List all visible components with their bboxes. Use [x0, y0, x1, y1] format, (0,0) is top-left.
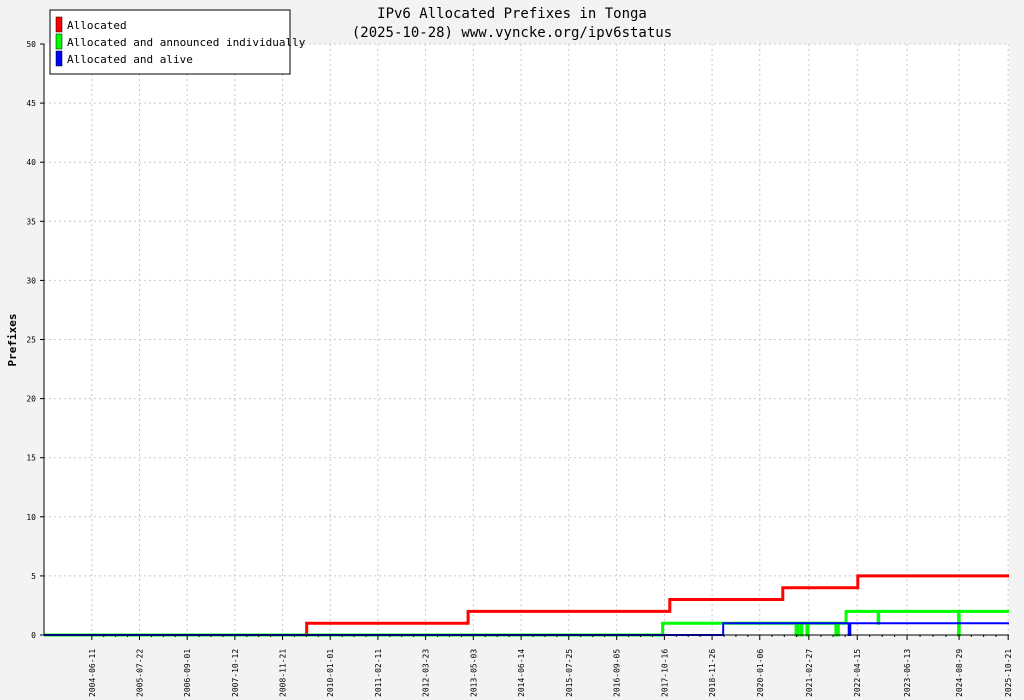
legend: Allocated Allocated and announced indivi…: [49, 9, 306, 75]
x-tick-label: 2024-08-29: [955, 649, 964, 697]
chart-title: IPv6 Allocated Prefixes in Tonga: [377, 6, 647, 22]
x-tick-label: 2005-07-22: [135, 649, 144, 697]
x-tick-label: 2014-06-14: [517, 649, 526, 697]
x-tick-label: 2018-11-26: [708, 649, 717, 697]
x-tick-label: 2008-11-21: [279, 649, 288, 697]
legend-swatch-announced: [55, 33, 63, 50]
x-tick-label: 2006-09-01: [183, 649, 192, 697]
x-tick-label: 2010-01-01: [326, 649, 335, 697]
y-tick-label: 30: [26, 276, 36, 285]
y-tick-label: 45: [26, 99, 36, 108]
legend-label-allocated: Allocated: [67, 19, 127, 32]
x-tick-label: 2004-06-11: [88, 649, 97, 697]
x-tick-label: 2007-10-12: [231, 649, 240, 697]
series-line-allocated-and-alive: [44, 622, 1009, 636]
y-tick-label: 25: [26, 336, 36, 345]
y-tick-label: 0: [31, 631, 36, 640]
x-tick-label: 2012-03-23: [422, 649, 431, 697]
y-tick-label: 20: [26, 395, 36, 404]
y-tick-label: 35: [26, 217, 36, 226]
x-tick-label: 2016-09-05: [613, 649, 622, 697]
x-tick-label: 2025-10-21: [1004, 649, 1013, 697]
x-tick-label: 2020-01-06: [756, 649, 765, 697]
x-tick-label: 2017-10-16: [660, 649, 669, 697]
x-tick-label: 2013-05-03: [469, 649, 478, 697]
series-line-allocated: [44, 574, 1009, 637]
legend-label-announced: Allocated and announced individually: [67, 36, 306, 49]
x-tick-label: 2021-02-27: [805, 649, 814, 697]
y-tick-label: 5: [31, 572, 36, 581]
x-tick-label: 2011-02-11: [374, 649, 383, 697]
y-axis-label: Prefixes: [6, 314, 19, 367]
x-ticks: 2004-06-11 2005-07-22 2006-09-01 2007-10-12…: [88, 635, 1013, 697]
x-tick-label: 2023-06-13: [903, 649, 912, 697]
y-tick-label: 10: [26, 513, 36, 522]
y-ticks: 0 5 10 15 20 25 30 35 40 45 50: [26, 40, 44, 640]
legend-swatch-allocated: [55, 16, 63, 33]
x-tick-label: 2022-04-15: [853, 649, 862, 697]
x-tick-label: 2015-07-25: [565, 649, 574, 697]
y-tick-label: 50: [26, 40, 36, 49]
legend-box: [49, 9, 291, 75]
legend-label-alive: Allocated and alive: [67, 53, 193, 66]
y-tick-label: 15: [26, 454, 36, 463]
chart-subtitle: (2025-10-28) www.vyncke.org/ipv6status: [352, 25, 672, 41]
legend-swatch-alive: [55, 50, 63, 67]
y-tick-label: 40: [26, 158, 36, 167]
